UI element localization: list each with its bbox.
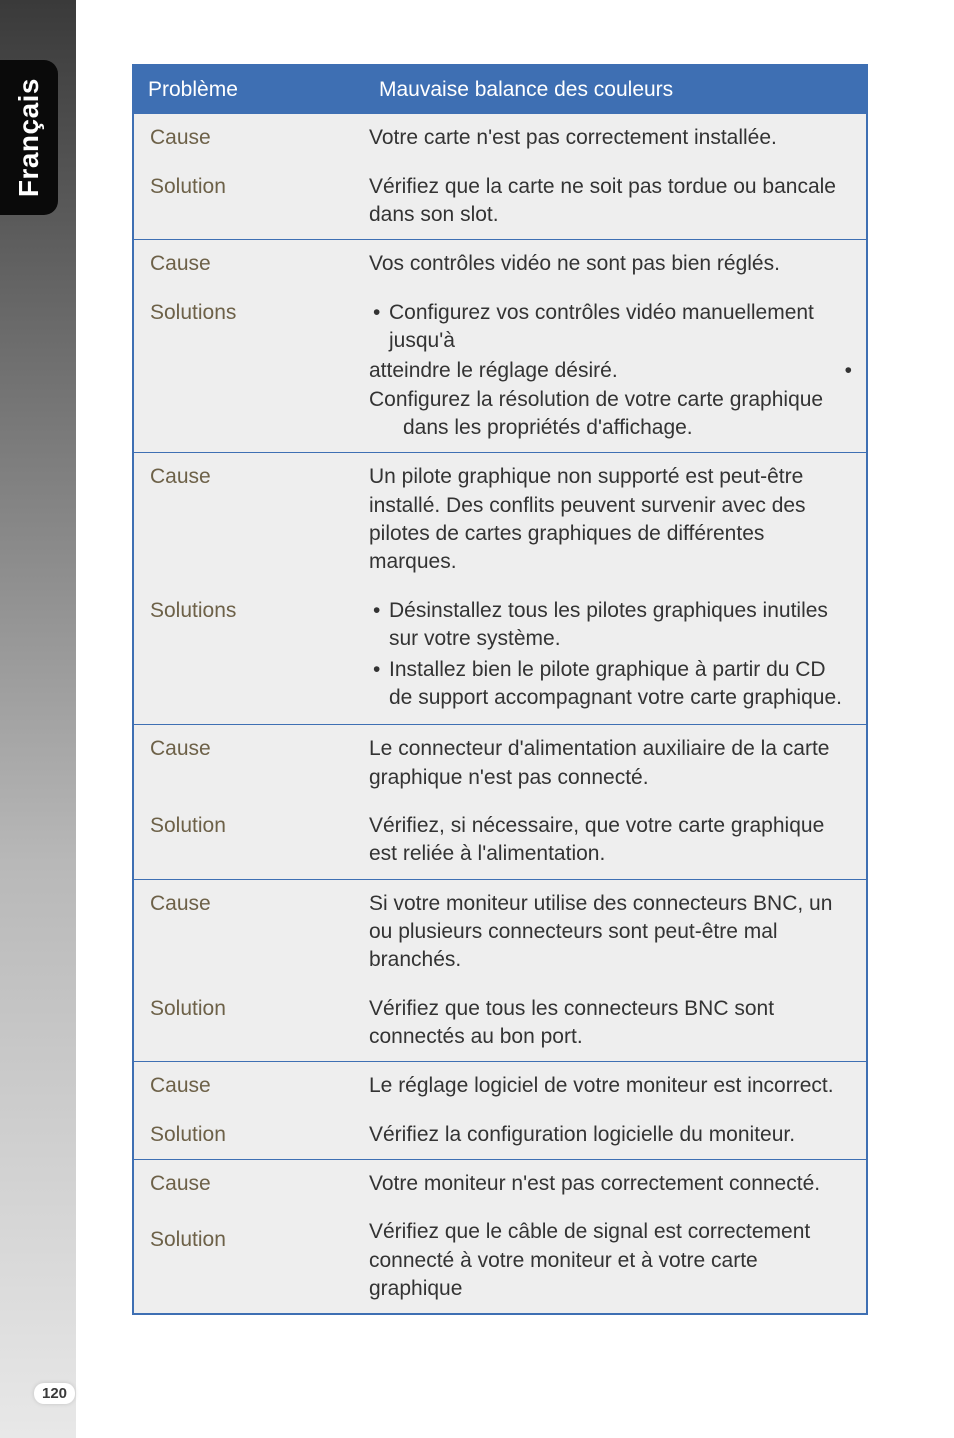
list-item-text: sur votre système. (389, 627, 561, 650)
row-value: Configurez vos contrôles vidéo manuellem… (365, 289, 867, 453)
row-label-cause: Cause (133, 114, 365, 162)
page-number: 120 (34, 1383, 74, 1404)
table-row: Cause Un pilote graphique non supporté e… (133, 453, 867, 587)
header-col-problem: Problème (133, 65, 365, 114)
row-value: Vos contrôles vidéo ne sont pas bien rég… (365, 240, 867, 289)
table-row: Cause Vos contrôles vidéo ne sont pas bi… (133, 240, 867, 289)
table-header-row: Problème Mauvaise balance des couleurs (133, 65, 867, 114)
table-row: Solutions Désinstallez tous les pilotes … (133, 587, 867, 725)
row-label-cause: Cause (133, 879, 365, 985)
table-row: Solution Vérifiez, si nécessaire, que vo… (133, 802, 867, 879)
bullet-glyph: • (845, 357, 852, 385)
table-row: Solution Vérifiez que tous les connecteu… (133, 985, 867, 1062)
list-item-text: Installez bien le pilote graphique à par… (389, 658, 826, 681)
table-row: Cause Si votre moniteur utilise des conn… (133, 879, 867, 985)
row-value: Vérifiez la configuration logicielle du … (365, 1111, 867, 1160)
language-tab: Français (0, 60, 58, 215)
table-row: Solution Vérifiez que le câble de signal… (133, 1208, 867, 1314)
list-item: Configurez vos contrôles vidéo manuellem… (369, 299, 852, 356)
row-value: Vérifiez que le câble de signal est corr… (365, 1208, 867, 1314)
body-text: atteindre le réglage désiré. (369, 359, 618, 382)
row-value: Vérifiez que tous les connecteurs BNC so… (365, 985, 867, 1062)
row-label-cause: Cause (133, 725, 365, 802)
row-label-cause: Cause (133, 240, 365, 289)
row-value: Si votre moniteur utilise des connecteur… (365, 879, 867, 985)
row-label-solution: Solution (133, 1111, 365, 1160)
row-label-solution: Solution (133, 802, 365, 879)
troubleshooting-table: Problème Mauvaise balance des couleurs C… (132, 64, 868, 1315)
row-label-cause: Cause (133, 453, 365, 587)
page-number-value: 120 (34, 1383, 75, 1404)
list-item-text: Configurez vos contrôles vidéo manuellem… (389, 301, 814, 352)
list-item-text: Désinstallez tous les pilotes graphiques… (389, 599, 828, 622)
row-value: Votre moniteur n'est pas correctement co… (365, 1159, 867, 1208)
solutions-list: Désinstallez tous les pilotes graphiques… (369, 597, 852, 712)
body-text: dans les propriétés d'affichage. (369, 414, 852, 442)
left-gradient-strip (0, 0, 76, 1438)
row-label-solutions: Solutions (133, 587, 365, 725)
table-row: Cause Votre carte n'est pas correctement… (133, 114, 867, 162)
row-label-cause: Cause (133, 1159, 365, 1208)
row-value: Désinstallez tous les pilotes graphiques… (365, 587, 867, 725)
table-row: Solution Vérifiez que la carte ne soit p… (133, 163, 867, 240)
main-content: Problème Mauvaise balance des couleurs C… (132, 64, 868, 1315)
row-label-solution: Solution (133, 1208, 365, 1314)
header-col-description: Mauvaise balance des couleurs (365, 65, 867, 114)
row-label-cause: Cause (133, 1062, 365, 1111)
row-value: Un pilote graphique non supporté est peu… (365, 453, 867, 587)
table-row: Cause Le connecteur d'alimentation auxil… (133, 725, 867, 802)
language-tab-label: Français (13, 78, 45, 197)
body-text: Configurez la résolution de votre carte … (369, 388, 823, 411)
table-row: Solution Vérifiez la configuration logic… (133, 1111, 867, 1160)
row-value: Votre carte n'est pas correctement insta… (365, 114, 867, 162)
row-label-solutions: Solutions (133, 289, 365, 453)
list-item-text: de support accompagnant votre carte grap… (389, 686, 842, 709)
row-value: Le connecteur d'alimentation auxiliaire … (365, 725, 867, 802)
table-row: Cause Le réglage logiciel de votre monit… (133, 1062, 867, 1111)
list-item: Installez bien le pilote graphique à par… (369, 656, 852, 713)
row-value: Vérifiez, si nécessaire, que votre carte… (365, 802, 867, 879)
row-label-solution: Solution (133, 163, 365, 240)
row-label-solution: Solution (133, 985, 365, 1062)
row-value: Le réglage logiciel de votre moniteur es… (365, 1062, 867, 1111)
table-row: Solutions Configurez vos contrôles vidéo… (133, 289, 867, 453)
table-row: Cause Votre moniteur n'est pas correctem… (133, 1159, 867, 1208)
list-item: Désinstallez tous les pilotes graphiques… (369, 597, 852, 654)
row-value: Vérifiez que la carte ne soit pas tordue… (365, 163, 867, 240)
solutions-list: Configurez vos contrôles vidéo manuellem… (369, 299, 852, 356)
